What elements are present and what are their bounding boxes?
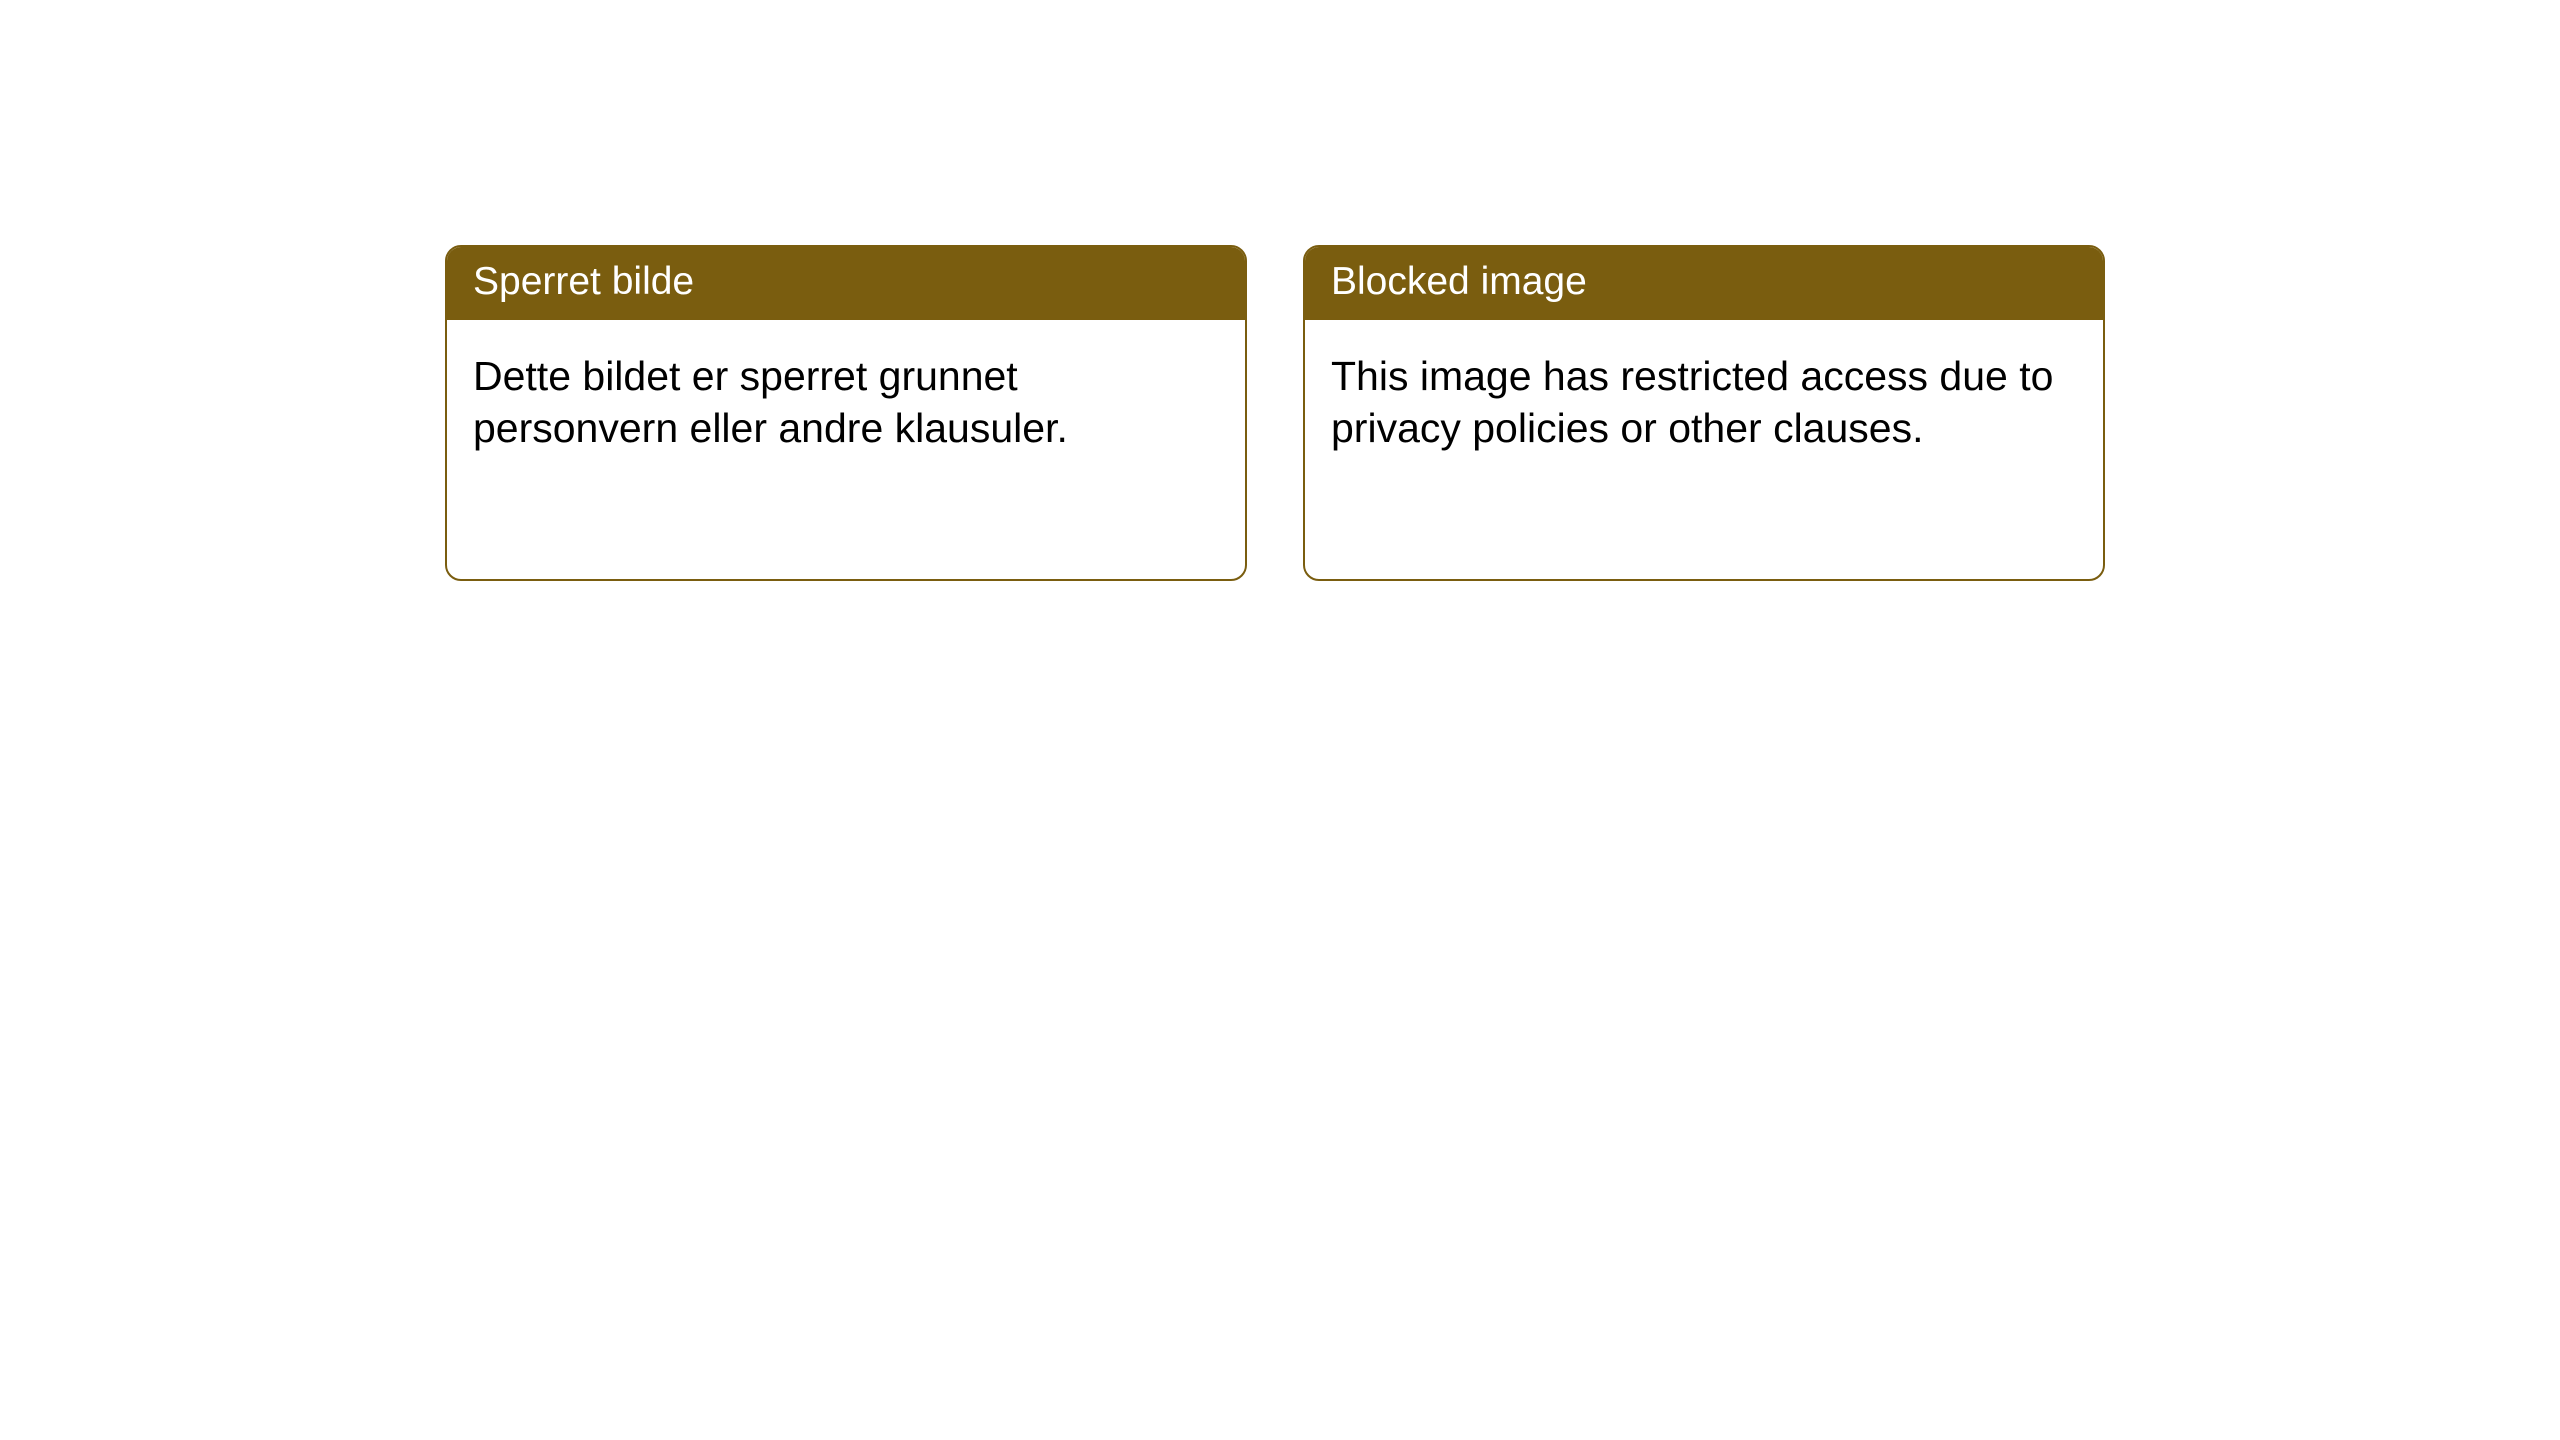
card-title: Blocked image <box>1331 260 1587 303</box>
card-title: Sperret bilde <box>473 260 694 303</box>
card-body-text: Dette bildet er sperret grunnet personve… <box>473 353 1068 451</box>
card-body-text: This image has restricted access due to … <box>1331 353 2053 451</box>
card-header: Blocked image <box>1305 247 2103 320</box>
card-header: Sperret bilde <box>447 247 1245 320</box>
card-body: This image has restricted access due to … <box>1305 320 2103 485</box>
notice-card-norwegian: Sperret bilde Dette bildet er sperret gr… <box>445 245 1247 581</box>
card-body: Dette bildet er sperret grunnet personve… <box>447 320 1245 485</box>
notice-cards-container: Sperret bilde Dette bildet er sperret gr… <box>445 245 2105 581</box>
notice-card-english: Blocked image This image has restricted … <box>1303 245 2105 581</box>
